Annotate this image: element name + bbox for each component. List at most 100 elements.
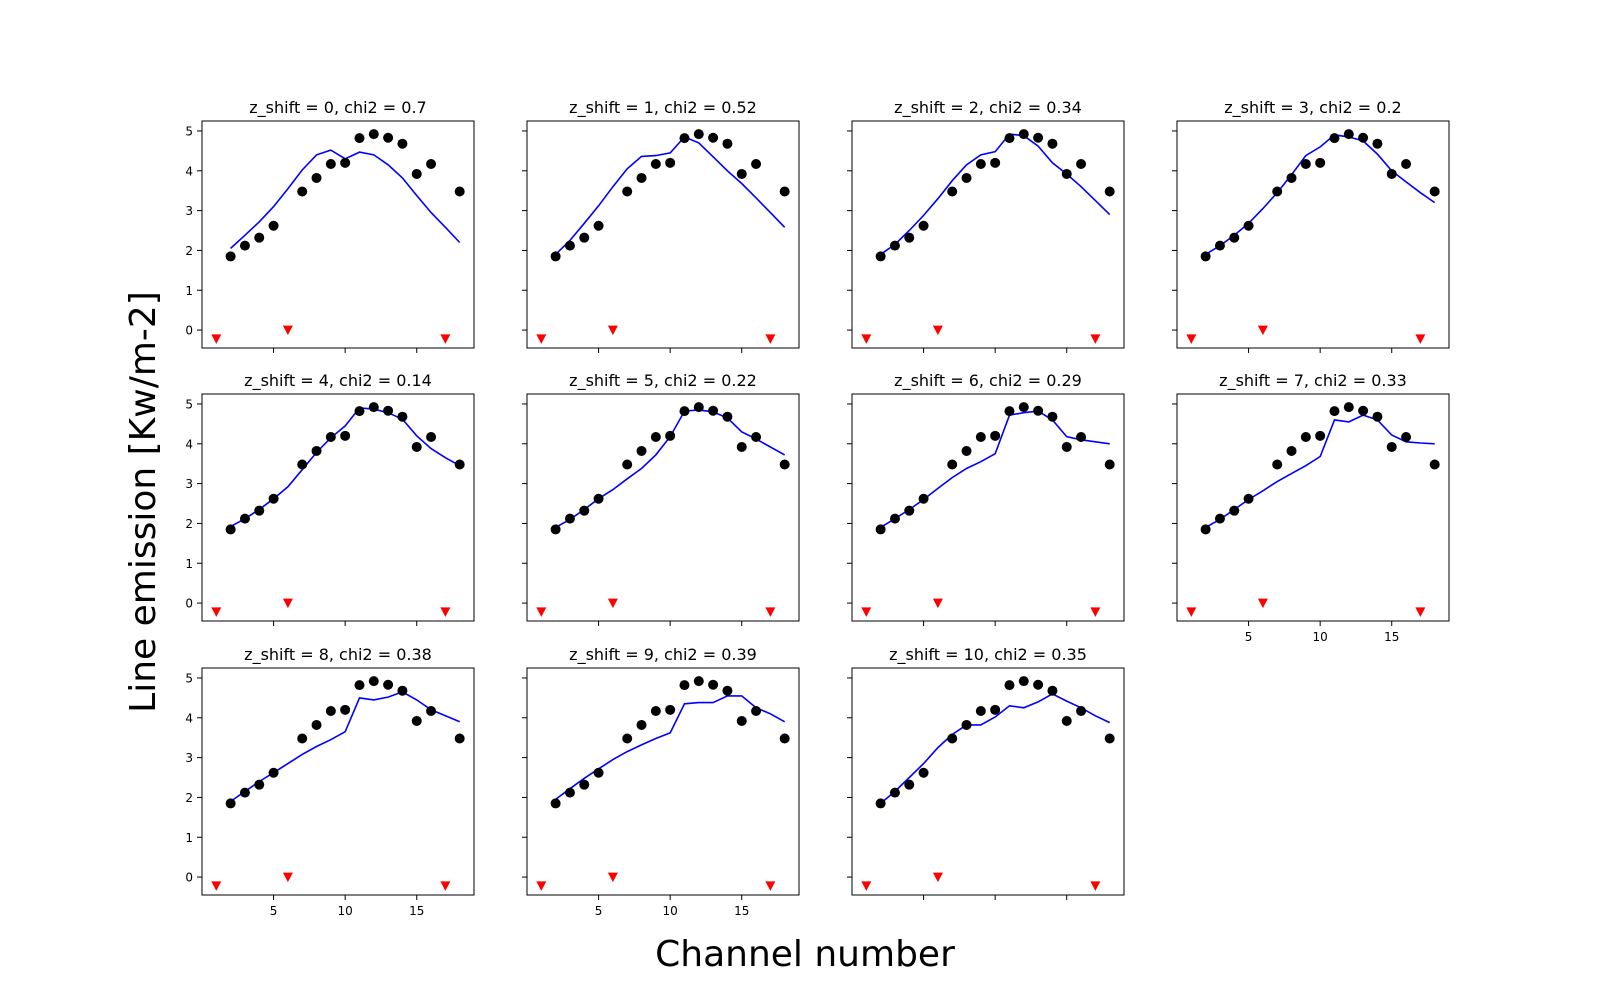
red-triangle-marker: [932, 872, 943, 883]
observed-point: [426, 159, 437, 170]
observed-point: [875, 524, 886, 535]
observed-point: [1229, 505, 1240, 516]
red-triangle-marker: [1415, 334, 1426, 344]
observed-point: [340, 704, 351, 715]
observed-point: [751, 432, 762, 443]
observed-point: [454, 459, 465, 470]
y-tick-label: 5: [185, 124, 193, 138]
observed-point: [975, 706, 986, 717]
observed-point: [736, 441, 747, 452]
observed-point: [1104, 186, 1115, 197]
red-triangle-marker: [282, 325, 293, 336]
observed-point: [693, 402, 704, 413]
x-tick-label: 5: [270, 904, 278, 918]
observed-point: [1076, 432, 1087, 443]
red-triangle-marker: [607, 325, 618, 336]
y-tick-label: 1: [185, 557, 193, 571]
red-triangle-marker: [440, 334, 451, 344]
observed-point: [325, 706, 336, 717]
observed-point: [961, 719, 972, 730]
y-tick-label: 0: [185, 324, 193, 338]
observed-point: [665, 157, 676, 168]
subplot-title: z_shift = 1, chi2 = 0.52: [569, 98, 757, 118]
observed-point: [918, 493, 929, 504]
observed-point: [693, 129, 704, 140]
x-tick-label: 15: [734, 904, 749, 918]
observed-point: [1372, 138, 1383, 149]
observed-point: [311, 719, 322, 730]
subplot-panel: z_shift = 0, chi2 = 0.7 0 1 2 3 4 5: [185, 98, 475, 353]
red-triangle-marker: [1186, 607, 1197, 617]
observed-point: [564, 513, 575, 524]
observed-point: [1018, 676, 1029, 687]
observed-point: [1401, 159, 1412, 170]
subplot-panel: z_shift = 10, chi2 = 0.35: [847, 645, 1125, 900]
subplot-panel: z_shift = 9, chi2 = 0.39 5 10 15: [522, 645, 800, 918]
observed-point: [1214, 513, 1225, 524]
observed-point: [311, 445, 322, 456]
red-triangle-marker: [211, 334, 222, 344]
observed-point: [904, 779, 915, 790]
observed-point: [622, 186, 633, 197]
model-line: [880, 133, 1111, 256]
observed-point: [354, 680, 365, 691]
observed-point: [239, 787, 250, 798]
observed-point: [947, 186, 958, 197]
red-triangle-marker: [861, 334, 872, 344]
observed-point: [383, 679, 394, 690]
observed-point: [990, 704, 1001, 715]
observed-point: [397, 411, 408, 422]
observed-point: [579, 779, 590, 790]
observed-point: [1200, 524, 1211, 535]
observed-point: [650, 432, 661, 443]
observed-point: [325, 159, 336, 170]
observed-point: [1386, 168, 1397, 179]
observed-point: [947, 733, 958, 744]
model-line: [555, 409, 786, 529]
red-triangle-marker: [861, 607, 872, 617]
observed-point: [1061, 168, 1072, 179]
subplot-frame: [201, 667, 475, 896]
observed-point: [918, 220, 929, 231]
red-triangle-marker: [607, 598, 618, 609]
subplot-panel: z_shift = 4, chi2 = 0.14 0 1 2 3 4 5: [185, 371, 475, 626]
observed-point: [1104, 733, 1115, 744]
observed-point: [268, 493, 279, 504]
observed-point: [1047, 411, 1058, 422]
observed-point: [904, 232, 915, 243]
red-triangle-marker: [211, 607, 222, 617]
observed-point: [225, 251, 236, 262]
observed-point: [1243, 493, 1254, 504]
observed-point: [354, 133, 365, 144]
observed-point: [708, 405, 719, 416]
observed-point: [297, 186, 308, 197]
observed-point: [1004, 406, 1015, 417]
observed-point: [297, 459, 308, 470]
observed-point: [679, 680, 690, 691]
observed-point: [665, 704, 676, 715]
observed-point: [383, 132, 394, 143]
subplot-title: z_shift = 4, chi2 = 0.14: [244, 371, 432, 391]
subplot-title: z_shift = 10, chi2 = 0.35: [889, 645, 1087, 665]
observed-point: [1061, 441, 1072, 452]
observed-point: [1300, 432, 1311, 443]
figure-x-axis-label: Channel number: [655, 934, 955, 975]
observed-point: [454, 733, 465, 744]
observed-point: [1272, 186, 1283, 197]
observed-point: [268, 767, 279, 778]
observed-point: [708, 679, 719, 690]
model-line: [230, 407, 461, 528]
red-triangle-marker: [211, 881, 222, 891]
observed-point: [622, 733, 633, 744]
observed-point: [354, 406, 365, 417]
observed-point: [961, 172, 972, 183]
red-triangle-marker: [932, 325, 943, 336]
observed-point: [426, 706, 437, 717]
observed-point: [1329, 133, 1340, 144]
red-triangle-marker: [607, 872, 618, 883]
observed-point: [1315, 157, 1326, 168]
subplot-frame: [526, 667, 800, 896]
red-triangle-marker: [536, 607, 547, 617]
observed-point: [397, 138, 408, 149]
observed-point: [1033, 405, 1044, 416]
